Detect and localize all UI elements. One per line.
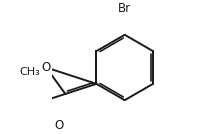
Text: O: O <box>54 119 63 132</box>
Text: O: O <box>41 61 51 74</box>
Text: CH₃: CH₃ <box>20 67 40 77</box>
Text: Br: Br <box>118 1 131 14</box>
